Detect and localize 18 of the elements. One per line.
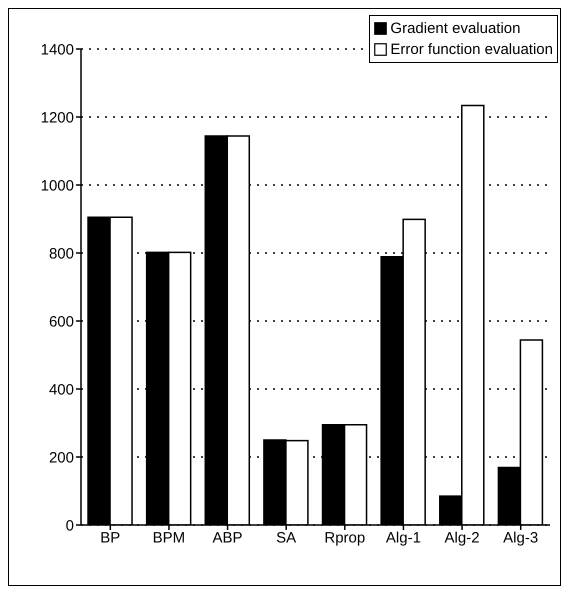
y-tick-label: 600 — [48, 313, 74, 330]
y-tick-label: 1200 — [40, 109, 74, 126]
x-tick-label: BPM — [152, 530, 186, 547]
x-tick-label: Alg-1 — [386, 530, 421, 547]
legend-label: Error function evaluation — [390, 40, 553, 60]
y-tick-label: 1000 — [40, 177, 74, 194]
x-tick-label: SA — [276, 530, 296, 547]
y-tick-label: 800 — [48, 245, 74, 262]
legend-label: Gradient evaluation — [390, 19, 520, 39]
x-tick-label: ABP — [212, 530, 243, 547]
x-tick-label: BP — [100, 530, 120, 547]
y-tick-label: 0 — [66, 517, 74, 534]
x-tick-label: Alg-3 — [503, 530, 538, 547]
y-tick-label: 1400 — [40, 41, 74, 58]
y-tick-label: 400 — [48, 381, 74, 398]
y-tick-label: 200 — [48, 449, 74, 466]
x-tick-label: Alg-2 — [444, 530, 480, 547]
x-tick-label: Rprop — [324, 530, 366, 547]
